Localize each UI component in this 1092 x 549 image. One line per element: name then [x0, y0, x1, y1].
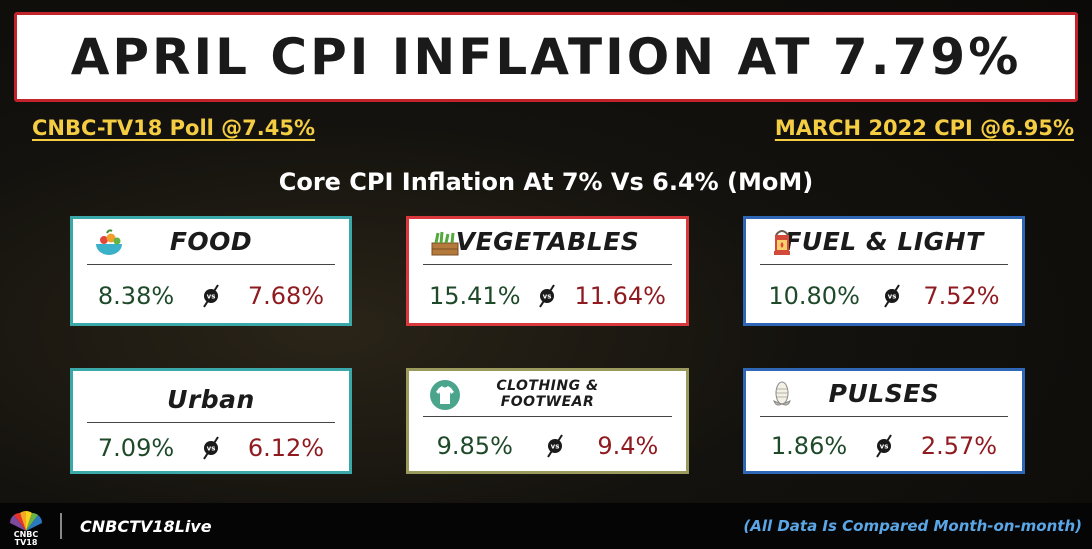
footer-bar: CNBC TV18 CNBCTV18Live (All Data Is Comp…: [0, 503, 1092, 549]
previous-value: 2.57%: [920, 432, 998, 460]
current-value: 9.85%: [436, 432, 513, 460]
card-values: 7.09% vs 6.12%: [73, 425, 349, 471]
card-header: CLOTHING & FOOTWEAR: [423, 371, 672, 417]
core-cpi-line: Core CPI Inflation At 7% Vs 6.4% (MoM): [278, 168, 814, 196]
card-values: 1.86% vs 2.57%: [746, 421, 1022, 471]
current-value: 7.09%: [97, 434, 175, 462]
card-title: FUEL & LIGHT: [784, 227, 984, 256]
card-values: 10.80% vs 7.52%: [746, 269, 1022, 323]
previous-value: 6.12%: [247, 434, 325, 462]
versus-icon: vs: [547, 434, 563, 458]
card-header: FOOD: [87, 219, 335, 265]
previous-month-cpi: MARCH 2022 CPI @6.95%: [774, 116, 1074, 140]
logo-text-line1: CNBC: [13, 530, 39, 539]
current-value: 10.80%: [768, 282, 860, 310]
cnbc-peacock-logo: [10, 511, 42, 531]
headline: APRIL CPI INFLATION AT 7.79%: [70, 28, 1022, 86]
card-pulses: PULSES 1.86% vs 2.57%: [743, 368, 1025, 474]
card-values: 8.38% vs 7.68%: [73, 269, 349, 323]
previous-value: 11.64%: [574, 282, 666, 310]
social-handle: CNBCTV18Live: [80, 517, 212, 536]
versus-label: vs: [551, 443, 560, 451]
previous-value: 7.68%: [247, 282, 325, 310]
versus-label: vs: [543, 293, 552, 301]
versus-icon: vs: [203, 284, 219, 308]
previous-value: 9.4%: [597, 432, 659, 460]
current-value: 15.41%: [428, 282, 521, 310]
card-title-line2: FOOTWEAR: [500, 393, 595, 410]
current-value: 1.86%: [770, 432, 848, 460]
corn-icon: [773, 381, 791, 406]
food-bowl-icon: [96, 229, 122, 255]
vegetable-crate-icon: [431, 231, 459, 256]
card-title: VEGETABLES: [455, 227, 640, 256]
card-clothing-footwear: CLOTHING & FOOTWEAR 9.85% vs 9.4%: [406, 368, 689, 474]
card-title: Urban: [167, 385, 255, 414]
card-title: FOOD: [169, 227, 253, 256]
card-fuel-light: FUEL & LIGHT 10.80% vs 7.52%: [743, 216, 1025, 326]
current-value: 8.38%: [97, 282, 175, 310]
card-title-line1: CLOTHING &: [496, 377, 599, 394]
versus-icon: vs: [876, 434, 892, 458]
card-title: PULSES: [828, 379, 940, 408]
footer-divider: [60, 513, 62, 539]
card-header: FUEL & LIGHT: [760, 219, 1008, 265]
card-header: Urban: [87, 377, 335, 423]
versus-label: vs: [887, 293, 896, 301]
card-values: 15.41% vs 11.64%: [409, 269, 686, 323]
versus-label: vs: [207, 293, 216, 301]
versus-label: vs: [880, 443, 889, 451]
versus-icon: vs: [203, 436, 219, 460]
lantern-icon: [774, 230, 790, 255]
tshirt-icon: [430, 380, 460, 410]
logo-text: CNBC TV18: [7, 531, 45, 547]
versus-icon: vs: [883, 284, 900, 308]
versus-label: vs: [207, 445, 216, 453]
card-header: VEGETABLES: [423, 219, 672, 265]
card-values: 9.85% vs 9.4%: [409, 421, 686, 471]
versus-icon: vs: [539, 284, 556, 308]
card-title: CLOTHING & FOOTWEAR: [496, 378, 598, 410]
card-vegetables: VEGETABLES 15.41% vs 11.64%: [406, 216, 689, 326]
card-food: FOOD 8.38% vs 7.68%: [70, 216, 352, 326]
card-header: PULSES: [760, 371, 1008, 417]
card-urban: Urban 7.09% vs 6.12%: [70, 368, 352, 474]
logo-text-line2: TV18: [14, 538, 38, 547]
comparison-note: (All Data Is Compared Month-on-month): [743, 517, 1082, 535]
previous-value: 7.52%: [923, 282, 1000, 310]
poll-estimate: CNBC-TV18 Poll @7.45%: [32, 116, 316, 140]
headline-banner: APRIL CPI INFLATION AT 7.79%: [14, 12, 1078, 102]
